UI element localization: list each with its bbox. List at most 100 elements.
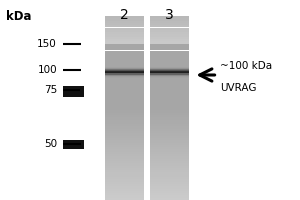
- Bar: [105, 50, 144, 53]
- Bar: [105, 99, 144, 101]
- Bar: [150, 64, 189, 67]
- Bar: [150, 119, 189, 122]
- Bar: [150, 101, 189, 103]
- Bar: [150, 76, 189, 78]
- Bar: [150, 68, 189, 69]
- Bar: [105, 85, 144, 87]
- Bar: [105, 76, 144, 78]
- Bar: [105, 64, 144, 67]
- Bar: [150, 30, 189, 32]
- Bar: [150, 97, 189, 99]
- Bar: [150, 32, 189, 34]
- Bar: [150, 147, 189, 149]
- Bar: [105, 147, 144, 149]
- Bar: [150, 117, 189, 120]
- Bar: [105, 25, 144, 27]
- Bar: [105, 80, 144, 83]
- Text: 3: 3: [165, 8, 174, 22]
- Bar: [105, 16, 144, 18]
- Bar: [150, 67, 189, 68]
- Bar: [105, 133, 144, 136]
- Bar: [150, 94, 189, 97]
- Bar: [150, 48, 189, 50]
- Text: ~100 kDa: ~100 kDa: [220, 61, 273, 71]
- Bar: [105, 129, 144, 131]
- Bar: [150, 90, 189, 92]
- Bar: [63, 140, 84, 149]
- Bar: [105, 101, 144, 103]
- Text: 2: 2: [120, 8, 129, 22]
- Bar: [105, 34, 144, 37]
- Bar: [105, 76, 144, 77]
- Bar: [150, 166, 189, 168]
- Bar: [150, 74, 189, 76]
- Bar: [105, 97, 144, 99]
- Bar: [150, 188, 189, 191]
- Bar: [105, 75, 144, 76]
- Text: 75: 75: [44, 85, 57, 95]
- Bar: [150, 126, 189, 129]
- Bar: [105, 60, 144, 62]
- Bar: [150, 55, 189, 57]
- Bar: [150, 115, 189, 117]
- Bar: [150, 154, 189, 156]
- Text: kDa: kDa: [6, 10, 31, 23]
- Bar: [105, 184, 144, 186]
- Bar: [150, 27, 189, 30]
- Bar: [150, 46, 189, 48]
- Bar: [150, 21, 189, 23]
- Bar: [150, 106, 189, 108]
- Bar: [105, 74, 144, 75]
- Bar: [105, 90, 144, 92]
- Bar: [105, 140, 144, 142]
- Bar: [150, 83, 189, 85]
- Bar: [105, 41, 144, 44]
- Bar: [150, 67, 189, 69]
- Bar: [150, 133, 189, 136]
- Bar: [150, 69, 189, 71]
- Bar: [150, 18, 189, 21]
- Bar: [150, 53, 189, 55]
- Bar: [150, 85, 189, 87]
- Bar: [105, 166, 144, 168]
- Text: 50: 50: [44, 139, 57, 149]
- Bar: [105, 46, 144, 48]
- Bar: [150, 193, 189, 195]
- Bar: [105, 69, 144, 70]
- Bar: [150, 92, 189, 94]
- Bar: [105, 48, 144, 50]
- Bar: [150, 70, 189, 71]
- Bar: [105, 53, 144, 55]
- Bar: [105, 175, 144, 177]
- Bar: [105, 69, 144, 71]
- Bar: [105, 193, 144, 195]
- Bar: [150, 161, 189, 163]
- Bar: [150, 57, 189, 60]
- Bar: [105, 108, 144, 110]
- Bar: [150, 69, 189, 70]
- Bar: [105, 195, 144, 198]
- Bar: [105, 57, 144, 60]
- Bar: [105, 67, 144, 69]
- Bar: [150, 39, 189, 41]
- Bar: [105, 172, 144, 175]
- Bar: [105, 23, 144, 25]
- Bar: [105, 94, 144, 97]
- Bar: [105, 73, 144, 74]
- Bar: [105, 62, 144, 64]
- Bar: [105, 113, 144, 115]
- Bar: [105, 70, 144, 71]
- Bar: [150, 131, 189, 133]
- Bar: [105, 27, 144, 30]
- Bar: [150, 113, 189, 115]
- Bar: [105, 122, 144, 124]
- Bar: [150, 71, 189, 72]
- Bar: [105, 188, 144, 191]
- Bar: [150, 74, 189, 75]
- Bar: [150, 75, 189, 76]
- Bar: [105, 145, 144, 147]
- Bar: [150, 163, 189, 166]
- Bar: [150, 140, 189, 142]
- Bar: [105, 159, 144, 161]
- Bar: [105, 126, 144, 129]
